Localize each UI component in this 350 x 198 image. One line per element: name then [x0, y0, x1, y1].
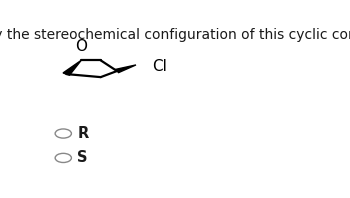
- Polygon shape: [63, 60, 81, 75]
- Text: S: S: [77, 150, 88, 165]
- Polygon shape: [116, 65, 136, 73]
- Text: Identify the stereochemical configuration of this cyclic compound.: Identify the stereochemical configuratio…: [0, 28, 350, 42]
- Text: O: O: [75, 39, 87, 54]
- Text: Cl: Cl: [152, 59, 167, 74]
- Text: R: R: [77, 126, 89, 141]
